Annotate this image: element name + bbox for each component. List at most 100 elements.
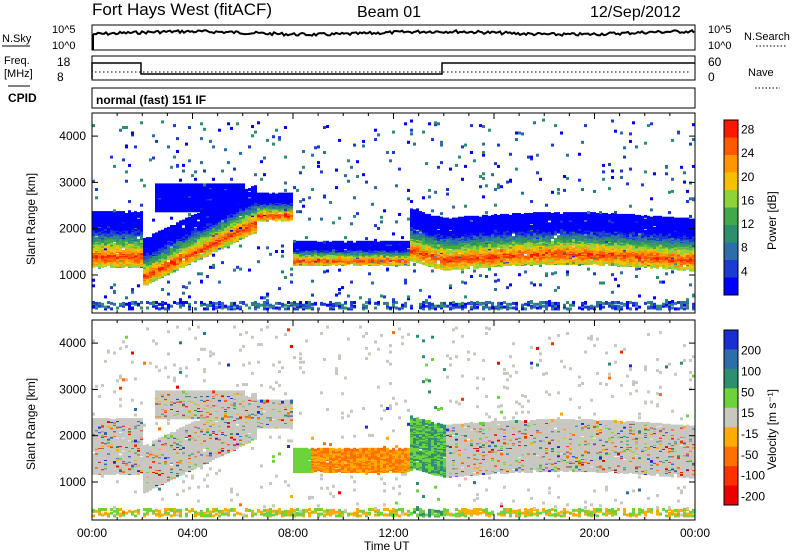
power-cell — [353, 143, 356, 147]
power-cell — [338, 288, 341, 291]
cpid-panel — [91, 87, 696, 109]
power-cell — [404, 281, 407, 285]
power-cell — [413, 263, 416, 266]
power-cell — [428, 195, 431, 199]
power-cell — [167, 183, 170, 187]
power-cell — [278, 192, 281, 196]
power-cell — [311, 188, 314, 191]
power-cell — [209, 241, 212, 245]
power-cell — [368, 272, 371, 276]
power-cell — [170, 216, 173, 220]
power-cell — [128, 219, 131, 223]
power-cell — [161, 232, 164, 236]
power-cell — [200, 226, 203, 229]
power-cell — [104, 305, 107, 309]
power-cell — [353, 301, 356, 304]
power-cell — [353, 242, 356, 246]
power-cell — [107, 228, 110, 232]
power-cell — [323, 270, 326, 274]
power-cell — [98, 227, 101, 231]
power-cell — [275, 301, 278, 305]
power-cell — [167, 292, 170, 296]
power-cell — [428, 301, 431, 305]
power-cell — [350, 280, 353, 284]
power-cell — [317, 241, 320, 245]
power-cell — [296, 210, 299, 214]
power-cell — [185, 183, 188, 187]
power-cell — [155, 232, 158, 236]
power-cell — [383, 301, 386, 305]
power-cell — [104, 247, 107, 251]
power-cell — [176, 301, 179, 305]
power-cell — [332, 249, 335, 253]
power-cell — [284, 303, 287, 307]
power-cell — [203, 183, 206, 187]
power-cell — [206, 252, 209, 256]
power-cell — [239, 267, 242, 271]
power-cell — [182, 264, 185, 268]
power-cell — [140, 239, 143, 243]
power-cell — [203, 169, 206, 173]
power-cell — [173, 234, 176, 238]
power-cell — [92, 243, 95, 247]
power-cell — [104, 223, 107, 227]
power-cell — [152, 218, 155, 222]
power-cell — [110, 155, 113, 159]
power-cell — [206, 234, 209, 238]
power-cell — [239, 244, 242, 248]
power-cell — [176, 242, 179, 246]
power-cell — [92, 235, 95, 239]
power-cell — [200, 161, 203, 165]
power-cell — [233, 225, 236, 228]
power-cell — [422, 238, 425, 241]
power-cell — [188, 159, 191, 163]
power-cell — [242, 301, 245, 304]
power-cell — [161, 229, 164, 233]
power-cell — [419, 302, 422, 306]
power-cell — [320, 301, 323, 305]
power-cell — [158, 245, 161, 249]
power-cell — [281, 250, 284, 253]
power-cell — [356, 212, 359, 216]
power-cell — [392, 130, 395, 134]
power-cell — [407, 140, 410, 144]
power-cell — [290, 216, 293, 220]
power-cell — [290, 280, 293, 284]
power-cell — [167, 232, 170, 236]
power-cell — [323, 151, 326, 154]
power-cell — [236, 204, 239, 208]
power-cell — [218, 128, 221, 132]
power-cell — [128, 259, 131, 263]
power-cell — [428, 258, 431, 262]
power-cell — [212, 145, 215, 149]
power-cell — [374, 241, 377, 245]
power-cell — [98, 301, 101, 305]
power-cell — [281, 254, 284, 258]
power-cell — [173, 269, 176, 273]
power-cell — [395, 306, 398, 310]
power-cell — [386, 267, 389, 271]
power-cell — [137, 224, 140, 228]
power-cell — [158, 307, 161, 311]
power-cell — [356, 160, 359, 164]
power-cell — [134, 220, 137, 224]
power-cell — [149, 272, 152, 276]
power-cell — [239, 151, 242, 155]
power-cell — [170, 233, 173, 237]
power-cell — [383, 295, 386, 299]
power-cell — [293, 239, 296, 243]
power-cell — [419, 232, 422, 236]
power-cell — [179, 298, 182, 302]
power-cell — [104, 260, 107, 264]
power-cell — [323, 240, 326, 244]
power-cell — [164, 244, 167, 248]
power-cell — [287, 200, 290, 203]
power-cell — [209, 301, 212, 304]
power-cell — [431, 253, 434, 257]
power-cell — [179, 305, 182, 309]
power-cell — [302, 240, 305, 244]
power-cell — [170, 249, 173, 253]
power-cell — [101, 224, 104, 228]
power-cell — [323, 194, 326, 198]
power-cell — [263, 211, 266, 215]
